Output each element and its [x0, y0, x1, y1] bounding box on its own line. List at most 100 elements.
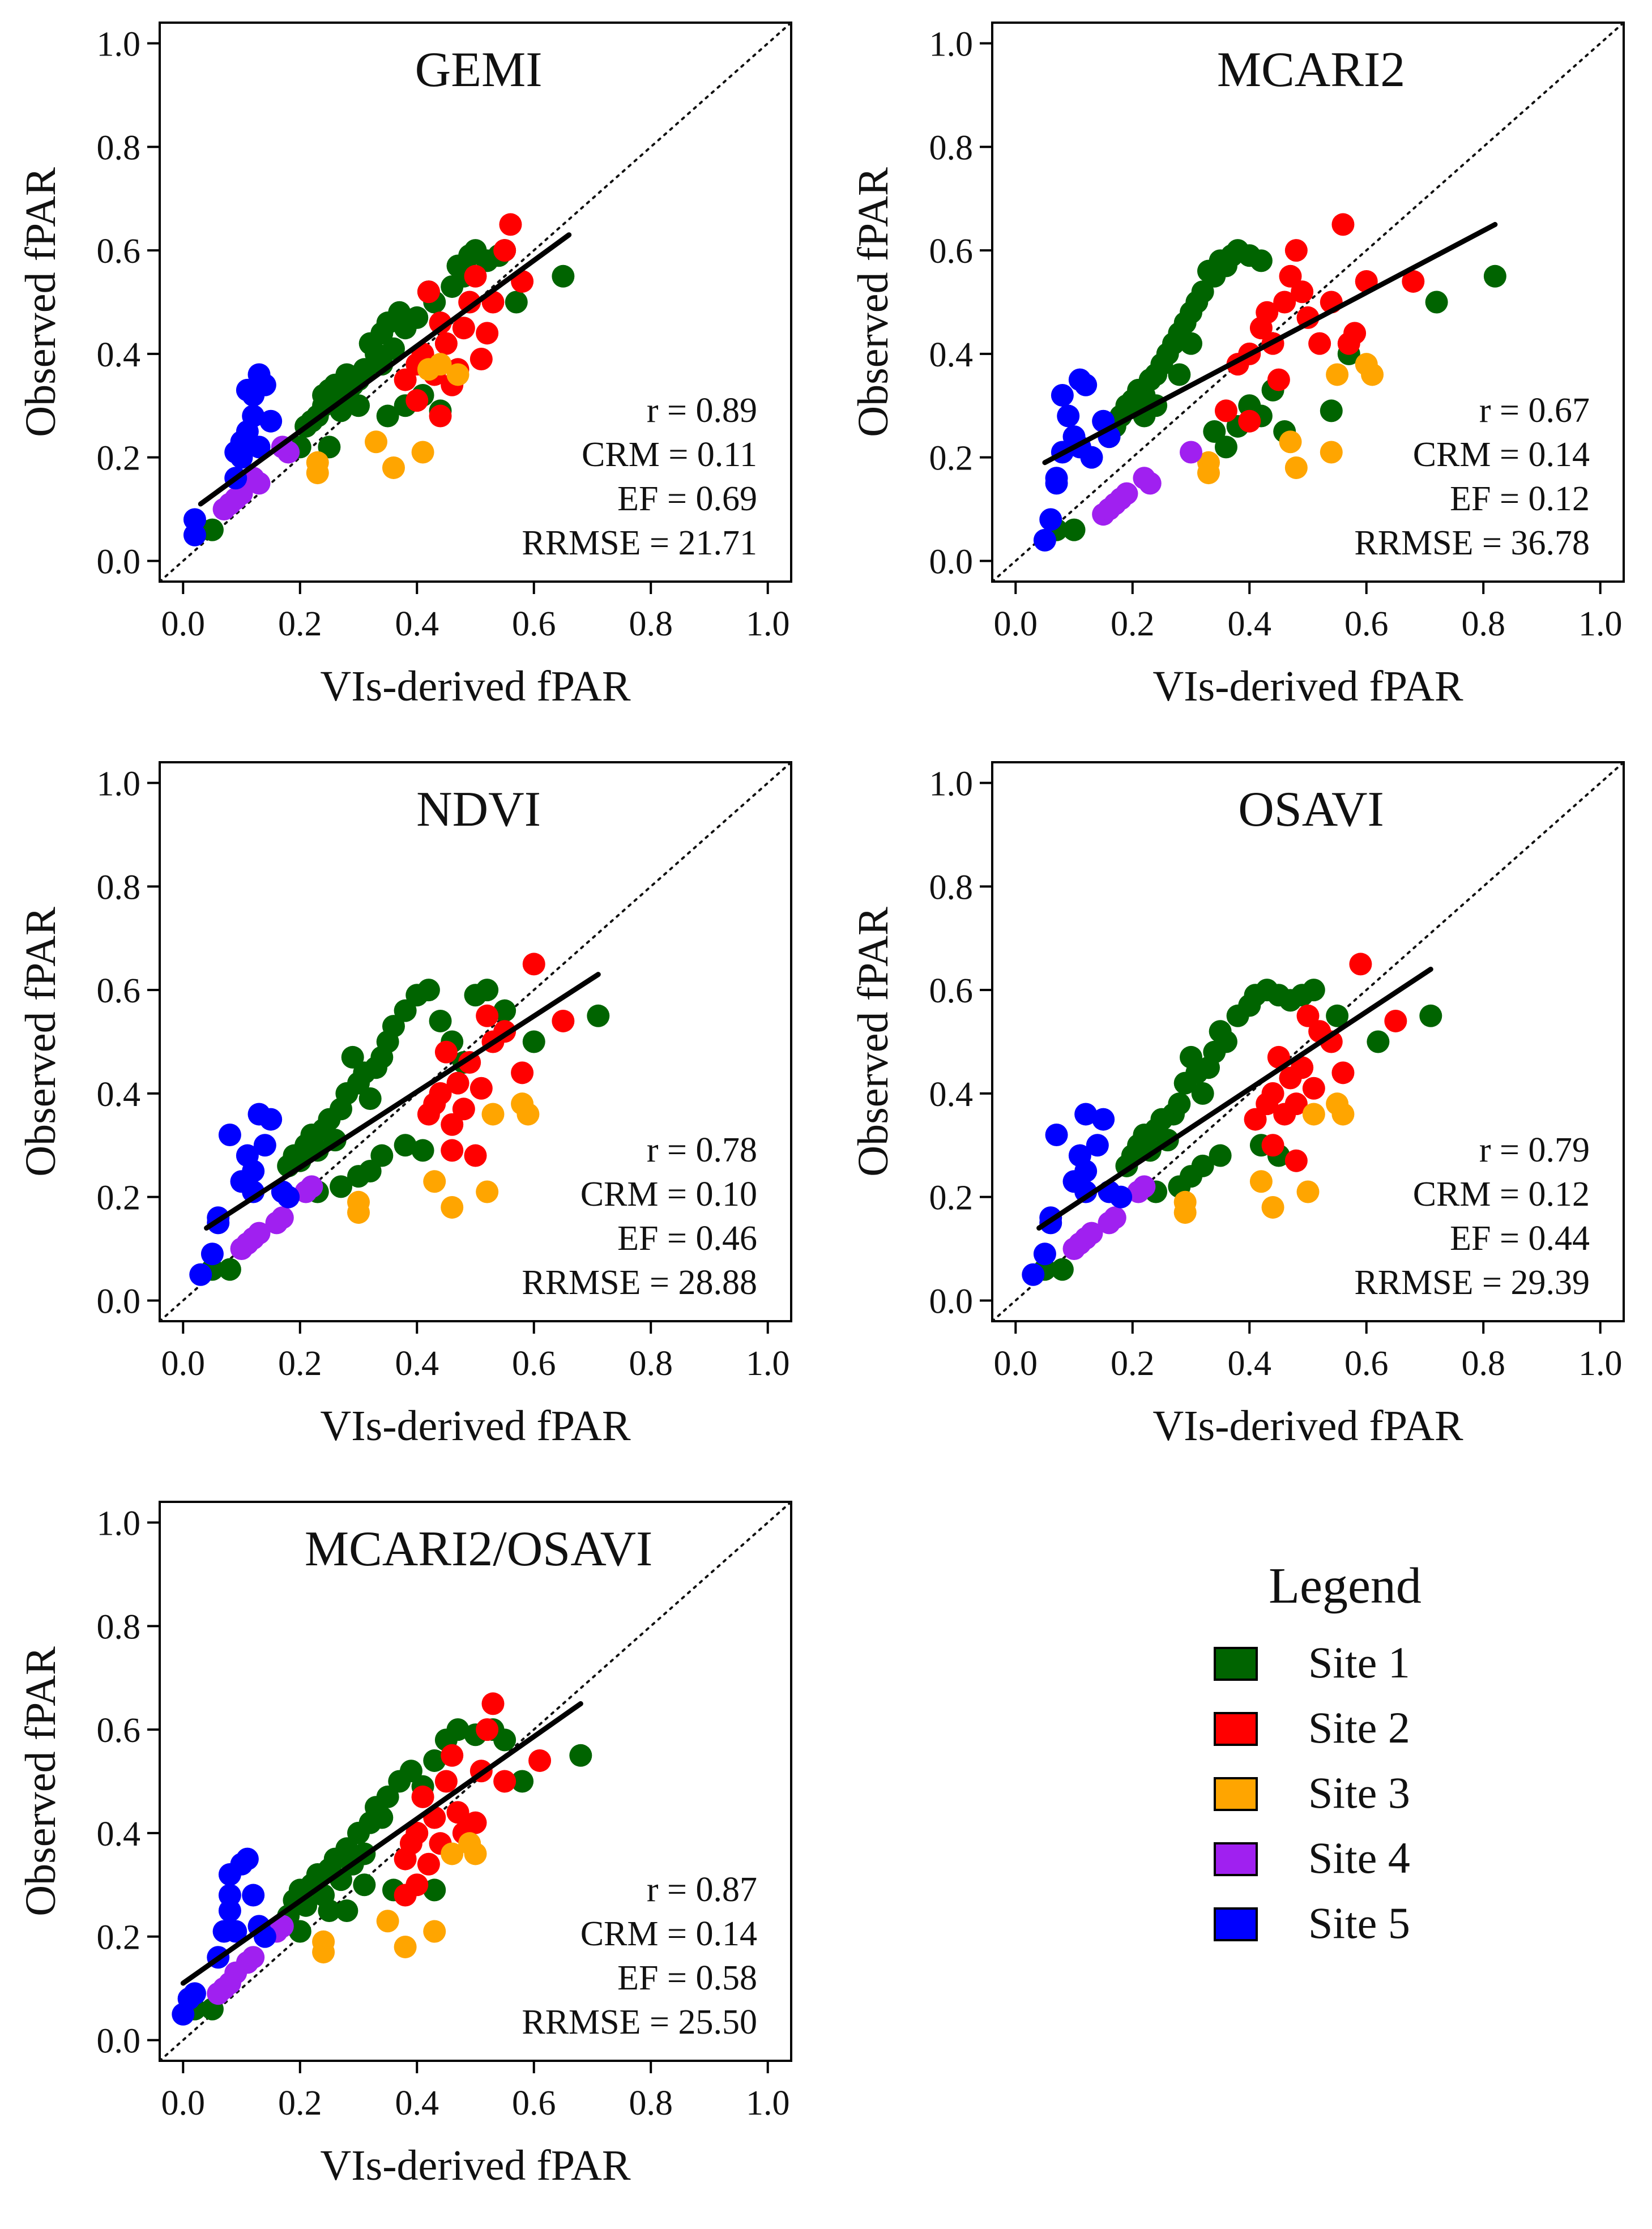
panel-ndvi-point-site-3: [441, 1195, 464, 1219]
panel-ndvi-y-tick-label: 0.4: [97, 1075, 141, 1114]
legend-label-site-4: Site 4: [1308, 1833, 1410, 1882]
panel-ndvi-point-site-3: [516, 1103, 540, 1126]
legend-swatch-site-3: [1214, 1777, 1258, 1811]
panel-mcari2-osavi-point-site-2: [417, 1852, 440, 1876]
panel-osavi-point-site-1: [1214, 1030, 1237, 1053]
panel-ndvi-x-axis-label: VIs-derived fPAR: [320, 1402, 630, 1450]
panel-osavi-point-site-5: [1109, 1185, 1133, 1209]
panel-mcari2-point-site-1: [1425, 291, 1448, 314]
panel-mcari2-point-site-3: [1361, 363, 1384, 386]
panel-mcari2-osavi-y-tick-label: 0.6: [97, 1711, 141, 1750]
panel-gemi-point-site-1: [347, 394, 370, 417]
panel-mcari2-point-site-5: [1074, 373, 1098, 396]
legend-item-site-4: Site 4: [1214, 1833, 1410, 1882]
panel-ndvi-point-site-5: [259, 1108, 283, 1131]
panel-mcari2-osavi-point-site-2: [493, 1770, 516, 1793]
legend-swatch-site-1: [1214, 1647, 1258, 1681]
panel-gemi-y-tick-label: 0.4: [97, 336, 141, 374]
panel-ndvi-point-site-2: [441, 1139, 464, 1162]
panel-ndvi-point-site-2: [511, 1061, 534, 1084]
panel-gemi-point-site-1: [200, 518, 224, 541]
panel-osavi-x-tick-label: 0.8: [1461, 1344, 1505, 1383]
panel-ndvi-point-site-1: [330, 1175, 353, 1198]
panel-mcari2-point-site-5: [1057, 404, 1080, 428]
panel-ndvi-y-tick-label: 0.8: [97, 868, 141, 907]
panel-mcari2-point-site-5: [1051, 384, 1074, 407]
panel-ndvi-x-tick-label: 0.6: [512, 1344, 556, 1383]
panel-ndvi-point-site-2: [476, 1004, 499, 1027]
panel-mcari2-osavi-fit-line: [180, 1701, 583, 1986]
panel-osavi-point-site-3: [1261, 1195, 1284, 1219]
panel-mcari2-y-tick-label: 0.0: [929, 543, 974, 581]
panel-mcari2-osavi-point-site-1: [423, 1749, 446, 1772]
panel-ndvi-stat-3: EF = 0.46: [617, 1219, 757, 1258]
panel-osavi-point-site-1: [1051, 1258, 1074, 1281]
panel-mcari2-osavi-x-tick-label: 0.6: [512, 2084, 556, 2123]
panel-ndvi-point-site-1: [358, 1159, 382, 1182]
panel-osavi-point-site-2: [1302, 1077, 1325, 1100]
panel-ndvi-point-site-1: [370, 1144, 394, 1167]
panel-mcari2-osavi-point-site-4: [242, 1946, 265, 1969]
panel-ndvi-point-site-2: [429, 1082, 452, 1105]
legend-label-site-3: Site 3: [1308, 1768, 1410, 1817]
panel-mcari2-osavi-point-site-3: [394, 1935, 417, 1958]
panel-mcari2-point-site-2: [1238, 409, 1261, 433]
panel-gemi-point-site-1: [376, 404, 399, 428]
panel-osavi-y-tick-label: 0.6: [929, 972, 974, 1010]
panel-ndvi-point-site-1: [417, 979, 440, 1002]
panel-gemi-stat-4: RRMSE = 21.71: [522, 524, 757, 562]
panel-gemi-point-site-3: [306, 462, 329, 485]
panel-gemi-point-site-2: [493, 239, 516, 262]
panel-mcari2-point-site-1: [1320, 399, 1343, 422]
panel-mcari2-title: MCARI2: [1217, 42, 1406, 97]
panel-osavi-point-site-2: [1284, 1092, 1308, 1116]
panel-mcari2-point-site-4: [1115, 482, 1138, 505]
panel-osavi-point-site-5: [1045, 1124, 1068, 1146]
panel-osavi-y-axis-label: Observed fPAR: [850, 907, 897, 1177]
panel-gemi-point-site-2: [452, 317, 475, 340]
panel-mcari2-point-site-1: [1168, 363, 1191, 386]
panel-mcari2-osavi-title: MCARI2/OSAVI: [305, 1522, 653, 1577]
panel-osavi-point-site-5: [1033, 1242, 1056, 1266]
panel-mcari2-osavi-point-site-2: [476, 1718, 499, 1741]
panel-mcari2-osavi-point-site-1: [446, 1718, 469, 1741]
legend-swatch-site-4: [1214, 1842, 1258, 1876]
panel-mcari2-point-site-5: [1039, 508, 1062, 531]
panel-mcari2-osavi: 0.0 0.0 0.2 0.2 0.4 0.4 0.6 0.6 0.8 0.8 1.0 1.0 VIs-…: [17, 1501, 792, 2189]
panel-osavi-fit-line: [1036, 967, 1433, 1231]
panel-ndvi-point-site-4: [247, 1222, 271, 1245]
panel-osavi-point-site-4: [1103, 1206, 1126, 1229]
panel-mcari2-osavi-stat-4: RRMSE = 25.50: [522, 2003, 757, 2042]
panel-mcari2-osavi-point-site-4: [271, 1915, 294, 1938]
panel-ndvi-stat-4: RRMSE = 28.88: [522, 1263, 757, 1302]
panel-osavi-point-site-2: [1349, 953, 1372, 976]
legend-item-site-2: Site 2: [1214, 1703, 1410, 1752]
panel-mcari2-y-tick-label: 0.6: [929, 232, 974, 271]
panel-mcari2-point-site-1: [1203, 420, 1226, 443]
panel-mcari2-osavi-point-site-1: [288, 1920, 311, 1943]
panel-osavi-point-site-2: [1244, 1108, 1267, 1131]
panel-gemi-point-site-2: [429, 404, 452, 428]
panel-mcari2-osavi-y-tick-label: 0.8: [97, 1608, 141, 1646]
panel-mcari2-osavi-stat-2: CRM = 0.14: [580, 1915, 757, 1953]
panel-ndvi-point-site-1: [358, 1087, 382, 1111]
panel-osavi-point-site-5: [1086, 1134, 1109, 1157]
panel-ndvi-x-tick-label: 0.4: [395, 1344, 439, 1383]
panel-mcari2-osavi-point-site-5: [218, 1884, 241, 1907]
panel-mcari2-stat-3: EF = 0.12: [1450, 480, 1590, 518]
panel-mcari2-point-site-2: [1402, 270, 1425, 293]
panel-osavi-x-axis-label: VIs-derived fPAR: [1152, 1402, 1463, 1450]
panel-osavi-stat-3: EF = 0.44: [1450, 1219, 1590, 1258]
panel-mcari2-osavi-point-site-5: [242, 1884, 265, 1907]
panel-ndvi-point-site-5: [189, 1263, 212, 1286]
panel-mcari2-point-site-2: [1273, 291, 1296, 314]
panel-gemi-point-site-5: [224, 441, 247, 464]
panel-osavi-point-site-1: [1191, 1154, 1214, 1177]
panel-mcari2-point-site-3: [1320, 441, 1343, 464]
panel-osavi-point-site-3: [1331, 1103, 1355, 1126]
panel-ndvi-point-site-1: [341, 1045, 364, 1069]
panel-ndvi-point-site-1: [493, 999, 516, 1022]
panel-mcari2-osavi-x-tick-label: 0.2: [278, 2084, 322, 2123]
panel-gemi-point-site-5: [183, 523, 206, 546]
panel-gemi-point-site-1: [552, 264, 575, 288]
